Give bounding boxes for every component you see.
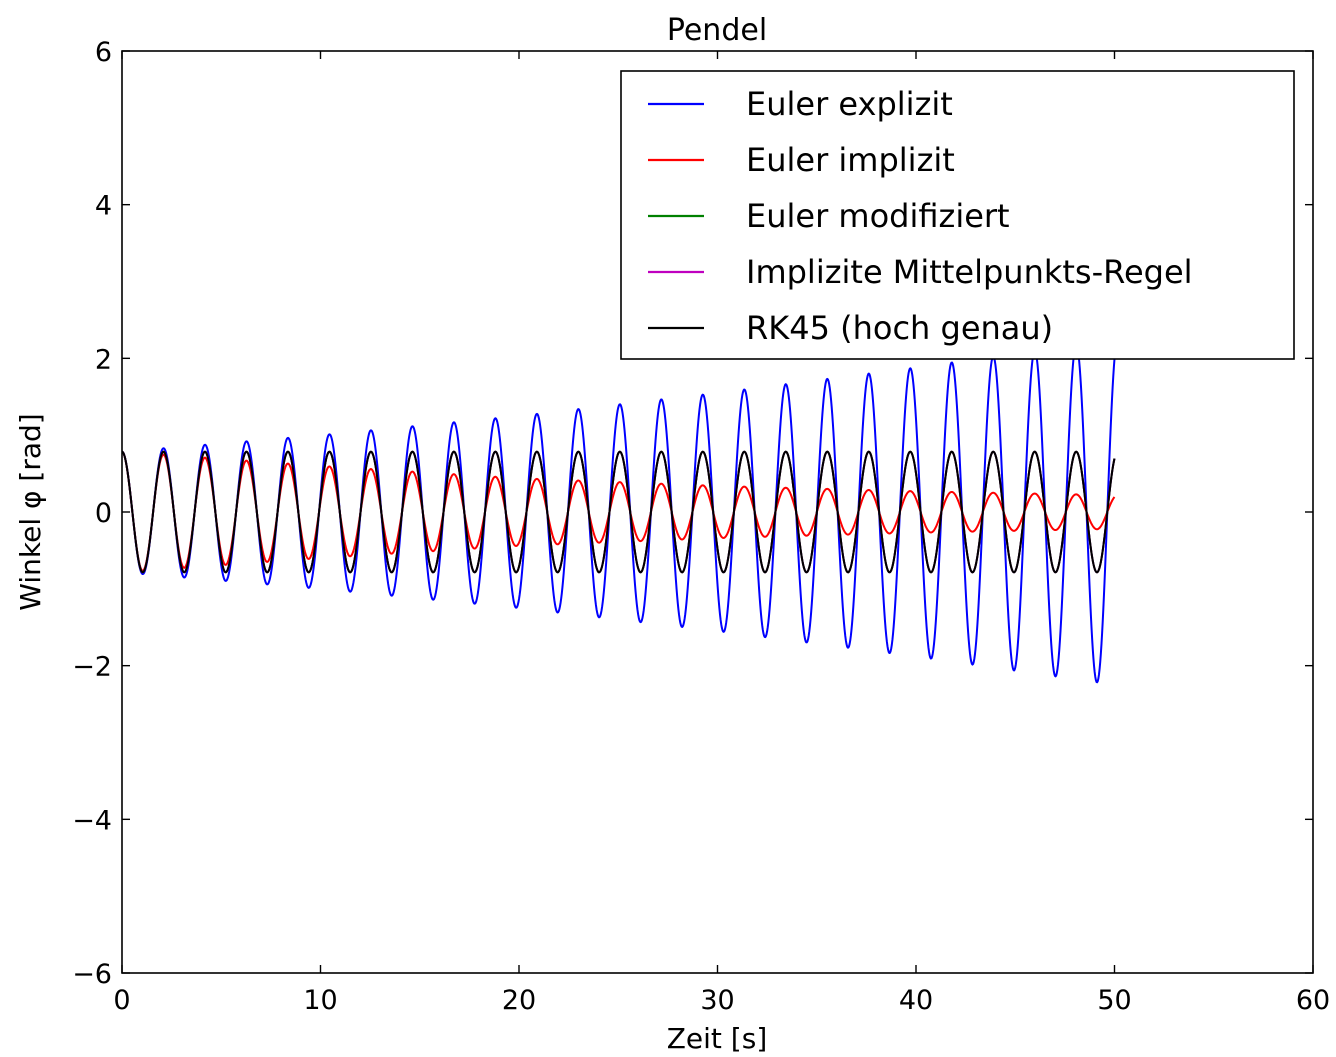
x-tick-label: 0 <box>113 985 130 1016</box>
legend: Euler explizit Euler implizit Euler modifi… <box>620 70 1295 360</box>
y-tick-label: −2 <box>72 652 112 683</box>
x-tick-label: 10 <box>303 985 337 1016</box>
legend-label-rk45-hoch-genau: RK45 (hoch genau) <box>746 309 1053 347</box>
tick-layer: 0 10 20 30 40 50 60 −6 −4 −2 0 2 4 6 <box>72 37 1330 1016</box>
legend-box <box>620 70 1295 360</box>
x-axis-label: Zeit [s] <box>667 1022 768 1055</box>
x-tick-label: 60 <box>1296 985 1330 1016</box>
y-tick-label: 6 <box>95 37 112 68</box>
series-line-euler-explizit <box>121 343 1116 684</box>
y-tick-label: 0 <box>95 498 112 529</box>
legend-label-euler-modifiziert: Euler modifiziert <box>746 197 1010 235</box>
y-axis-label: Winkel φ [rad] <box>14 413 47 610</box>
x-tick-label: 50 <box>1097 985 1131 1016</box>
legend-label-euler-implizit: Euler implizit <box>746 141 955 179</box>
y-tick-label: −4 <box>72 805 112 836</box>
series-layer <box>121 343 1116 684</box>
y-tick-label: −6 <box>72 959 112 990</box>
series-line-rk45-hoch-genau <box>121 450 1116 574</box>
x-tick-label: 30 <box>700 985 734 1016</box>
x-tick-label: 20 <box>502 985 536 1016</box>
y-tick-label: 4 <box>95 191 112 222</box>
legend-label-implizite-mittelpunkts-regel: Implizite Mittelpunkts-Regel <box>746 253 1193 291</box>
series-line-euler-implizit <box>121 450 1116 572</box>
chart-title: Pendel <box>667 13 767 48</box>
x-tick-label: 40 <box>899 985 933 1016</box>
legend-label-euler-explizit: Euler explizit <box>746 85 953 123</box>
y-tick-label: 2 <box>95 344 112 375</box>
